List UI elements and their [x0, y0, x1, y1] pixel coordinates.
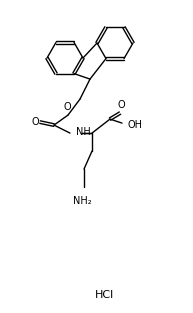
- Text: HCl: HCl: [95, 290, 115, 300]
- Text: O: O: [31, 117, 39, 127]
- Text: OH: OH: [128, 120, 143, 130]
- Text: NH₂: NH₂: [73, 196, 91, 206]
- Text: O: O: [117, 100, 125, 110]
- Text: NH: NH: [76, 127, 91, 137]
- Text: O: O: [63, 102, 71, 112]
